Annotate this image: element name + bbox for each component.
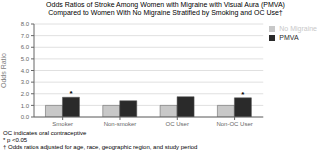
svg-text:Smoker: Smoker [52,121,73,127]
html-text:PMVA: PMVA [279,34,299,41]
svg-text:6.0: 6.0 [21,44,30,50]
html-text:No Migraine: No Migraine [279,25,317,32]
svg-text:3.0: 3.0 [21,79,30,85]
html-text:† Odds ratios adjusted for age: † Odds ratios adjusted for age, race, ge… [3,144,198,150]
html-text:OC indicates oral contraceptiv: OC indicates oral contraceptive [3,130,87,136]
svg-text:OC User: OC User [166,121,189,127]
svg-text:1.0: 1.0 [21,103,30,109]
html-text:* p <0.05: * p <0.05 [3,137,28,143]
svg-text:5.0: 5.0 [21,56,30,62]
html-text:Odds Ratios of Stroke Among Wo: Odds Ratios of Stroke Among Women with M… [46,1,285,8]
svg-text:Non-OC User: Non-OC User [216,121,252,127]
svg-text:Non-smoker: Non-smoker [104,121,137,127]
svg-text:*: * [69,89,73,98]
svg-text:7.0: 7.0 [21,33,30,39]
svg-text:4.0: 4.0 [21,68,30,74]
svg-text:8.0: 8.0 [21,21,30,27]
svg-text:*: * [241,90,245,99]
svg-text:2.0: 2.0 [21,91,30,97]
html-text:Compared to Women With No Migr: Compared to Women With No Migraine Strat… [48,9,283,16]
svg-text:0.0: 0.0 [21,114,30,120]
